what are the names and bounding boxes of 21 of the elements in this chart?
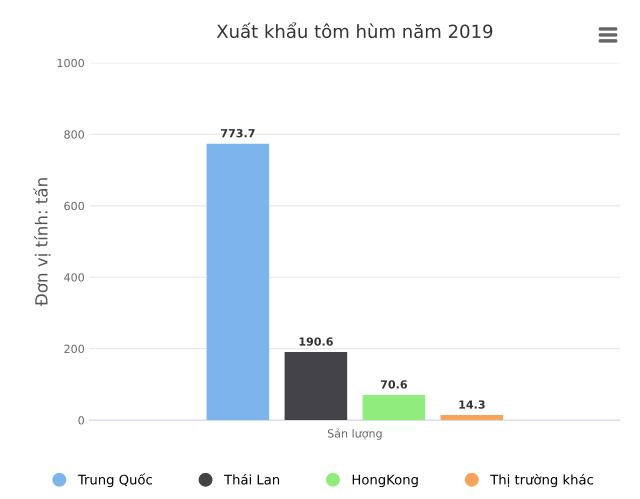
legend-label: Thị trường khác — [490, 474, 593, 488]
chart-title: Xuất khẩu tôm hùm năm 2019 — [216, 22, 492, 38]
data-label: 14.3 — [459, 400, 485, 409]
data-label: 190.6 — [300, 337, 333, 346]
data-label: 70.6 — [380, 380, 407, 389]
y-tick-label: 400 — [64, 273, 84, 282]
y-tick-label: 200 — [64, 344, 84, 354]
legend-label: Thái Lan — [224, 474, 280, 485]
y-tick-label: 1000 — [58, 58, 84, 68]
y-tick-label: 600 — [64, 202, 84, 210]
y-axis-title: Đơn vị tính: tấn — [33, 178, 50, 306]
data-label: 773.7 — [221, 129, 255, 138]
bar — [440, 415, 504, 420]
y-tick-label: 0 — [78, 416, 84, 425]
legend-label: Trung Quốc — [78, 473, 152, 488]
bar — [206, 144, 270, 420]
bar — [284, 352, 348, 420]
y-tick-label: 800 — [64, 130, 84, 139]
bar — [362, 394, 426, 420]
x-tick-label: Sản lượng — [328, 428, 382, 440]
legend-label: HongKong — [352, 474, 418, 488]
